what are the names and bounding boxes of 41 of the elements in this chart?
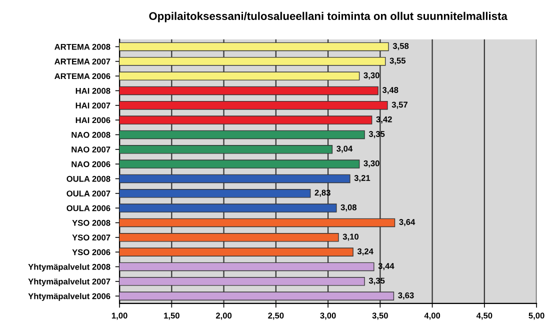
data-label: 3,58 xyxy=(392,43,409,50)
x-tick-label: 2,00 xyxy=(216,312,232,320)
data-label: 3,08 xyxy=(340,204,357,212)
data-label: 3,24 xyxy=(357,248,374,256)
y-tick-label: ARTEMA 2006 xyxy=(54,73,110,80)
y-tick-label: HAI 2008 xyxy=(76,88,110,94)
y-tick-label: HAI 2007 xyxy=(76,102,110,108)
data-label: 3,64 xyxy=(399,219,416,226)
data-label: 3,57 xyxy=(392,102,408,109)
data-label: 3,30 xyxy=(364,72,380,80)
x-tick-label: 1,00 xyxy=(112,312,128,320)
data-label: 3,63 xyxy=(398,292,414,300)
y-tick-label: YSO 2006 xyxy=(72,249,110,256)
x-tick-label: 4,50 xyxy=(476,312,492,320)
y-tick-label: YSO 2008 xyxy=(72,220,110,226)
y-tick-label: OULA 2008 xyxy=(66,176,110,182)
x-tick-label: 4,00 xyxy=(424,312,440,320)
y-tick-label: NAO 2008 xyxy=(72,132,110,138)
data-label: 3,55 xyxy=(390,58,406,65)
x-tick-label: 3,00 xyxy=(320,312,336,320)
y-tick-label: OULA 2007 xyxy=(66,190,110,196)
chart-title: Oppilaitoksessani/tulosalueellani toiminta on ollut suunnitelmallista xyxy=(149,12,508,22)
x-tick-label: 3,50 xyxy=(372,312,388,320)
x-tick-label: 5,00 xyxy=(528,312,544,320)
y-tick-label: Yhtymäpalvelut 2006 xyxy=(28,293,110,301)
y-tick-label: HAI 2006 xyxy=(76,117,110,124)
y-tick-label: NAO 2007 xyxy=(72,146,110,152)
y-tick-label: YSO 2007 xyxy=(72,234,110,240)
data-label: 3,30 xyxy=(364,160,380,168)
data-label: 3,10 xyxy=(342,234,359,241)
x-tick-label: 1,50 xyxy=(164,312,180,320)
y-tick-label: ARTEMA 2008 xyxy=(54,44,110,50)
x-tick-label: 2,50 xyxy=(268,312,284,320)
y-tick-label: ARTEMA 2007 xyxy=(54,58,110,64)
data-label: 3,04 xyxy=(336,146,353,153)
y-tick-label: Yhtymäpalvelut 2007 xyxy=(28,278,110,286)
y-tick-label: OULA 2006 xyxy=(66,205,110,212)
data-label: 3,21 xyxy=(354,175,370,182)
y-tick-label: NAO 2006 xyxy=(72,161,110,168)
y-tick-label: Yhtymäpalvelut 2008 xyxy=(28,264,110,272)
data-label: 3,48 xyxy=(382,87,398,94)
